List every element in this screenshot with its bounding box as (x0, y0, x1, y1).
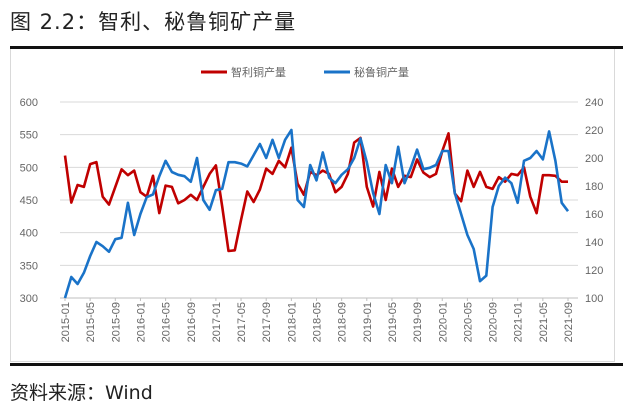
right-axis-tick-label: 240 (585, 97, 603, 109)
x-axis-tick-label: 2015-01 (60, 302, 72, 342)
right-axis-tick-label: 100 (585, 293, 603, 305)
left-axis-ticks: 300 350 400 450 500 550 600 (20, 97, 38, 305)
x-axis-ticks: 2015-01 2015-05 2015-09 2016-01 2016-05 2016-… (60, 302, 575, 342)
series-lines (63, 128, 570, 299)
top-rule (10, 46, 623, 49)
x-axis-tick-label: 2018-01 (286, 302, 298, 342)
legend-label: 秘鲁铜产量 (354, 65, 409, 79)
peru-copper-line (63, 128, 570, 299)
x-axis-tick-label: 2020-09 (488, 302, 500, 342)
x-axis-tick-label: 2016-09 (186, 302, 198, 342)
right-axis-tick-label: 180 (585, 181, 603, 193)
x-axis-tick-label: 2017-01 (211, 302, 223, 342)
x-axis-tick-label: 2015-09 (110, 302, 122, 342)
x-axis-tick-label: 2019-05 (387, 302, 399, 342)
chile-copper-line (63, 132, 568, 253)
legend-label: 智利铜产量 (231, 65, 286, 79)
left-axis-tick-label: 600 (20, 97, 38, 109)
right-axis-tick-label: 200 (585, 153, 603, 165)
right-axis-tick-label: 220 (585, 125, 603, 137)
x-axis-tick-label: 2020-01 (437, 302, 449, 342)
x-axis-tick-label: 2019-09 (412, 302, 424, 342)
x-axis-tick-label: 2021-09 (563, 302, 575, 342)
right-axis-tick-label: 120 (585, 265, 603, 277)
x-axis-tick-label: 2015-05 (85, 302, 97, 342)
chart-frame (10, 49, 615, 362)
x-axis-tick-label: 2019-01 (362, 302, 374, 342)
source-note: 资料来源：Wind (10, 382, 153, 404)
x-axis-tick-label: 2021-01 (513, 302, 525, 342)
left-axis-tick-label: 450 (20, 195, 38, 207)
x-axis-tick-label: 2017-05 (236, 302, 248, 342)
x-axis-tick-label: 2020-05 (462, 302, 474, 342)
left-axis-tick-label: 500 (20, 162, 38, 174)
legend: 智利铜产量 秘鲁铜产量 (201, 65, 409, 79)
left-axis-tick-label: 400 (20, 228, 38, 240)
left-axis-tick-label: 550 (20, 130, 38, 142)
left-axis-tick-label: 350 (20, 260, 38, 272)
right-axis-tick-label: 160 (585, 209, 603, 221)
x-axis-tick-label: 2018-09 (337, 302, 349, 342)
right-axis-tick-label: 140 (585, 237, 603, 249)
right-axis-ticks: 100 120 140 160 180 200 220 240 (585, 97, 603, 305)
x-axis-tick-label: 2016-01 (135, 302, 147, 342)
x-axis-tick-label: 2017-09 (261, 302, 273, 342)
x-axis-tick-label: 2016-05 (161, 302, 173, 342)
gridlines (60, 101, 578, 301)
x-axis-tick-label: 2018-05 (312, 302, 324, 342)
x-axis-tick-label: 2021-05 (538, 302, 550, 342)
bottom-rule (10, 363, 623, 366)
left-axis-tick-label: 300 (20, 293, 38, 305)
figure-title: 图 2.2：智利、秘鲁铜矿产量 (10, 10, 297, 34)
